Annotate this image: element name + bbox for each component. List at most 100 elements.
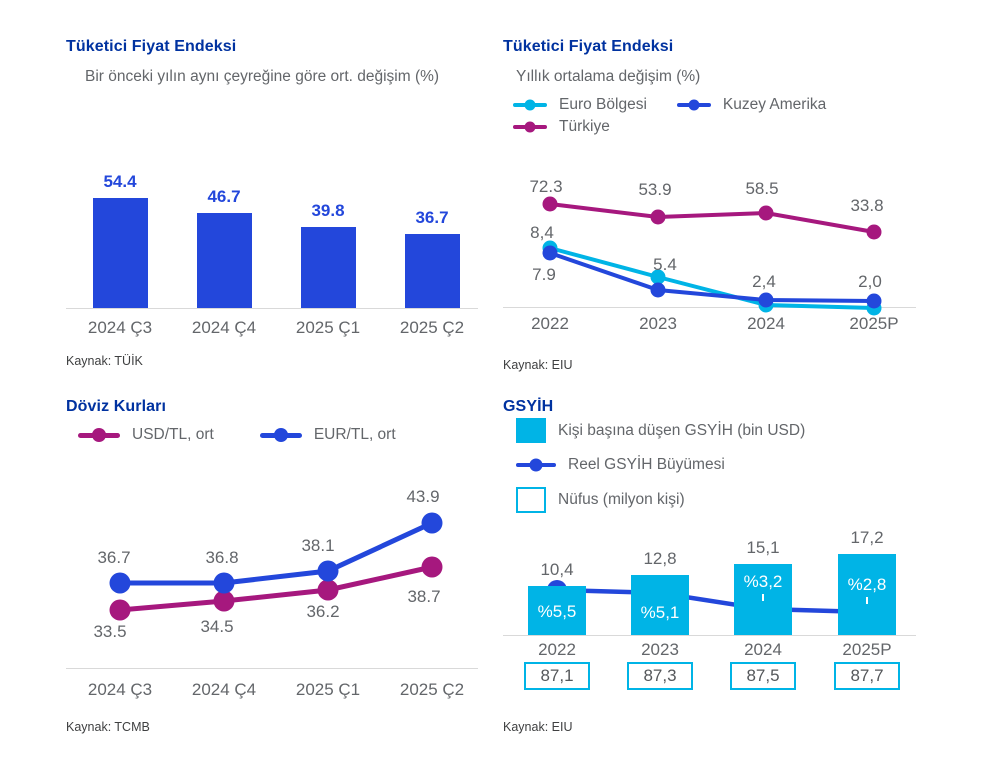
legend-line-icon — [516, 458, 556, 472]
x-tick-label: 2025 Ç1 — [295, 680, 361, 699]
data-point-EUR/TL, ort — [317, 560, 339, 582]
x-tick-label: 2024 Ç3 — [87, 318, 153, 337]
legend-dot-icon — [524, 121, 536, 133]
line-series — [542, 196, 882, 316]
panel-gsyih: GSYİH Kişi başına düşen GSYİH (bin USD) R… — [503, 398, 916, 738]
square-filled-icon — [516, 418, 546, 443]
bar-value-label: 39.8 — [311, 201, 345, 221]
x-axis: 2024 Ç3 2024 Ç4 2025 Ç1 2025 Ç2 — [66, 680, 478, 704]
legend-label: Kuzey Amerika — [722, 96, 827, 113]
line-Reel GSYİH Büyümesi — [554, 587, 870, 615]
legend-label: Kişi başına düşen GSYİH (bin USD) — [558, 421, 806, 439]
bar-value-label: 46.7 — [207, 187, 241, 207]
data-point-Kuzey Amerika — [758, 292, 774, 308]
data-point-EUR/TL, ort — [213, 572, 235, 594]
x-axis: 2022 2023 2024 2025P — [503, 640, 916, 664]
label-leader-tick — [866, 597, 868, 604]
line-series — [109, 512, 443, 621]
legend-dot-icon — [92, 428, 106, 442]
point-value-label: 5.4 — [653, 255, 677, 274]
point-value-label: 34.5 — [200, 617, 234, 636]
x-tick-label: 2024 Ç3 — [87, 680, 153, 699]
legend-item-Reel GSYİH Büyümesi: Reel GSYİH Büyümesi — [516, 456, 805, 474]
legend-item-Kuzey Amerika: Kuzey Amerika — [676, 96, 827, 114]
population-box: 87,3 — [627, 662, 693, 690]
source-note: Kaynak: TÜİK — [66, 354, 143, 368]
population-box: 87,7 — [834, 662, 900, 690]
x-axis: 2024 Ç3 2024 Ç4 2025 Ç1 2025 Ç2 — [66, 318, 478, 342]
legend-item-USD/TL, ort: USD/TL, ort — [78, 426, 214, 444]
x-tick-label: 2024 Ç4 — [191, 318, 257, 337]
line-dot-icon — [259, 428, 302, 442]
line-Kuzey Amerika — [548, 251, 876, 303]
x-tick-label: 2025P — [842, 640, 892, 659]
plot-area: 54.4 46.7 39.8 36.7 — [66, 158, 478, 309]
gdp-bar-value-label: 10,4 — [540, 560, 574, 580]
growth-rate-label: %5,1 — [640, 603, 680, 622]
point-value-label: 2,4 — [752, 272, 776, 291]
data-point-Kuzey Amerika — [866, 293, 882, 309]
source-note: Kaynak: EIU — [503, 358, 573, 372]
data-point-Türkiye — [542, 196, 558, 212]
legend-label: Türkiye — [559, 118, 610, 135]
gdp-bar-value-label: 12,8 — [643, 548, 677, 568]
point-value-label: 33.8 — [850, 196, 884, 215]
plot-area: 72.3 53.9 58.5 33.8 8,4 7.9 5.4 2,4 2,0 — [503, 170, 916, 316]
legend-line-icon — [259, 428, 302, 442]
gdp-bar-2025P — [838, 554, 896, 635]
x-axis: 2022 2023 2024 2025P — [503, 314, 916, 338]
gdp-bar-2023 — [631, 574, 689, 635]
point-value-label: 36.8 — [205, 548, 239, 567]
data-point-EUR/TL, ort — [109, 572, 131, 594]
growth-rate-label: %2,8 — [847, 575, 887, 594]
data-point-Euro Bölgesi — [650, 269, 666, 285]
point-value-label: 58.5 — [745, 179, 779, 198]
line-dot-icon — [78, 428, 120, 442]
x-tick-label: 2023 — [639, 314, 677, 333]
population-box: 87,1 — [524, 662, 590, 690]
gdp-bar-value-label: 17,2 — [850, 528, 884, 548]
data-point-Türkiye — [650, 209, 666, 225]
chart-subtitle: Yıllık ortalama değişim (%) — [516, 68, 701, 85]
legend-item-Türkiye: Türkiye — [513, 118, 610, 136]
data-point-USD/TL, ort — [109, 599, 131, 621]
line-dot-icon — [513, 99, 547, 111]
population-box: 87,5 — [730, 662, 796, 690]
data-point-USD/TL, ort — [317, 579, 339, 601]
x-tick-label: 2023 — [641, 640, 679, 659]
point-value-label: 43.9 — [406, 487, 440, 506]
data-point-Türkiye — [758, 205, 774, 221]
x-tick-label: 2022 — [531, 314, 569, 333]
legend-item-EUR/TL, ort: EUR/TL, ort — [259, 426, 396, 444]
point-value-label: 2,0 — [858, 272, 882, 291]
legend-label: USD/TL, ort — [132, 426, 214, 443]
data-point-USD/TL, ort — [213, 590, 235, 612]
plot-area: 10,4 12,8 15,1 17,2 %5,5 %5,1 %3,2 %2,8 — [503, 525, 916, 636]
x-tick-label: 2025P — [849, 314, 899, 333]
line-dot-icon — [676, 99, 711, 111]
line-Türkiye — [548, 202, 876, 234]
line-EUR/TL, ort — [117, 520, 435, 586]
data-point-Türkiye — [866, 224, 882, 240]
point-value-label: 36.2 — [306, 602, 340, 621]
chart-legend: Euro Bölgesi Kuzey Amerika Türkiye — [513, 96, 905, 136]
x-tick-label: 2024 — [747, 314, 785, 333]
panel-tufe-yillik: Tüketici Fiyat Endeksi Yıllık ortalama d… — [503, 38, 916, 372]
chart-title: Tüketici Fiyat Endeksi — [66, 38, 237, 55]
source-note: Kaynak: EIU — [503, 720, 573, 734]
population-box-row: 87,1 87,3 87,5 87,7 — [503, 662, 916, 692]
line-Euro Bölgesi — [548, 246, 876, 310]
legend-item-Nüfus (milyon kişi): Nüfus (milyon kişi) — [516, 487, 805, 513]
bar-value-label: 36.7 — [415, 207, 449, 227]
gdp-bar-value-label: 15,1 — [746, 538, 780, 558]
line-dot-icon — [513, 121, 547, 133]
legend-outline-square-icon — [516, 487, 546, 513]
line-USD/TL, ort — [117, 564, 435, 613]
x-tick-label: 2025 Ç2 — [399, 318, 465, 337]
legend-line-icon — [513, 99, 547, 111]
chart-legend: Kişi başına düşen GSYİH (bin USD) Reel GS… — [516, 418, 805, 513]
legend-filled-square-icon — [516, 418, 546, 443]
legend-line-icon — [513, 121, 547, 133]
data-point-Kuzey Amerika — [542, 245, 558, 261]
x-tick-label: 2022 — [538, 640, 576, 659]
